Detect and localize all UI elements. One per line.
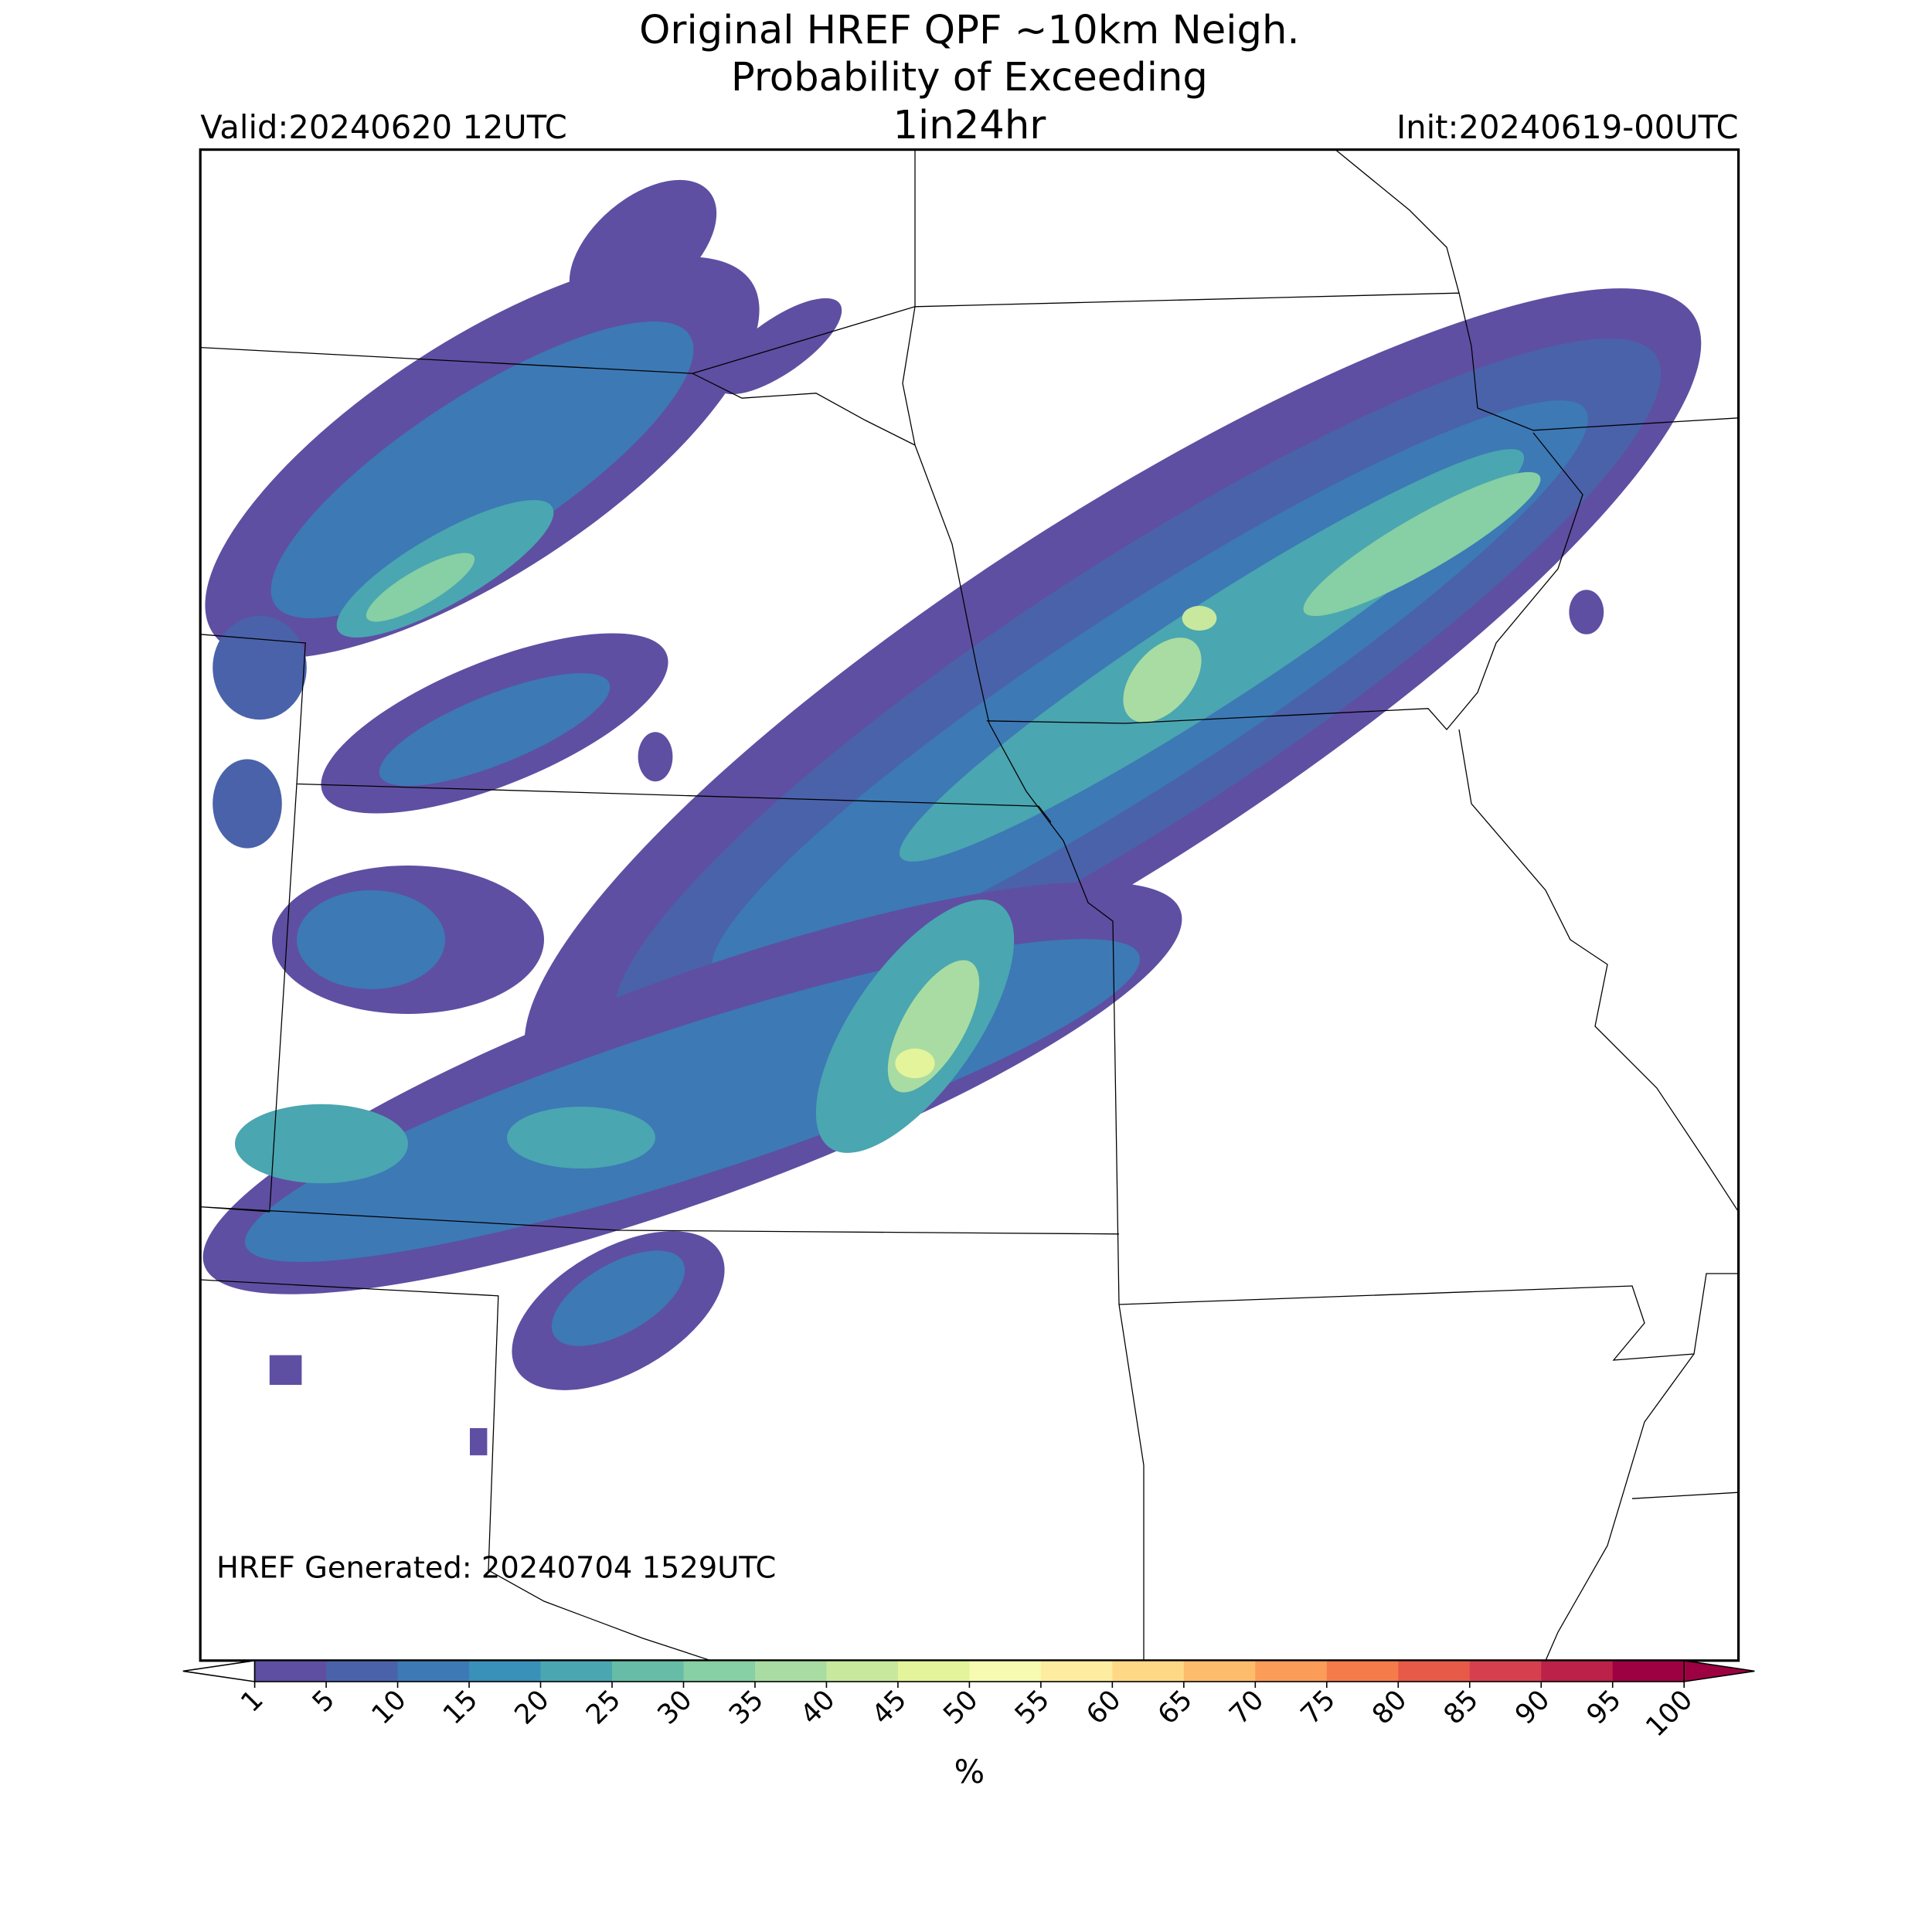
precip-area bbox=[1569, 590, 1604, 634]
colorbar-segment bbox=[612, 1660, 685, 1682]
colorbar-tick-label: 20 bbox=[509, 1684, 556, 1731]
title-line: 1in24hr bbox=[893, 102, 1046, 148]
precip-area bbox=[213, 759, 282, 849]
colorbar-tick-label: 30 bbox=[651, 1684, 699, 1731]
colorbar-tick-label: 60 bbox=[1080, 1684, 1128, 1731]
precip-area bbox=[297, 890, 445, 989]
precip-area bbox=[895, 1048, 935, 1079]
precip-area bbox=[1182, 606, 1217, 631]
colorbar-tick-label: 50 bbox=[937, 1684, 985, 1731]
colorbar-segment bbox=[1326, 1660, 1400, 1682]
precip-field bbox=[200, 149, 1739, 1661]
colorbar-segment bbox=[754, 1660, 828, 1682]
colorbar-segment bbox=[1183, 1660, 1257, 1682]
colorbar-segment bbox=[1112, 1660, 1185, 1682]
title-line: Probability of Exceeding bbox=[731, 54, 1208, 100]
precip-area bbox=[366, 553, 475, 622]
precip-area bbox=[1303, 471, 1541, 617]
precip-area bbox=[569, 179, 717, 315]
colorbar-segment bbox=[897, 1660, 971, 1682]
colorbar-segment bbox=[1469, 1660, 1543, 1682]
colorbar-extend-high bbox=[1683, 1659, 1755, 1682]
precip-area bbox=[470, 1428, 488, 1456]
colorbar-tick-label: 35 bbox=[723, 1684, 770, 1731]
colorbar-tick-label: 5 bbox=[306, 1684, 341, 1719]
colorbar-tick-label: 75 bbox=[1294, 1684, 1342, 1731]
precip-area bbox=[213, 615, 307, 720]
colorbar-segment bbox=[326, 1660, 399, 1682]
colorbar-tick-label: 70 bbox=[1223, 1684, 1270, 1731]
colorbar-segment bbox=[683, 1660, 756, 1682]
valid-time: Valid:20240620 12UTC bbox=[200, 108, 567, 146]
precip-area bbox=[235, 1104, 408, 1184]
generated-note: HREF Generated: 20240704 1529UTC bbox=[216, 1551, 776, 1586]
precip-area bbox=[638, 732, 673, 782]
colorbar-label: % bbox=[954, 1753, 985, 1791]
precip-area bbox=[507, 1107, 655, 1168]
colorbar-segment bbox=[254, 1660, 327, 1682]
colorbar-segment bbox=[469, 1660, 542, 1682]
precip-area bbox=[269, 1355, 302, 1385]
colorbar-segment bbox=[1040, 1660, 1114, 1682]
precip-area bbox=[551, 1250, 685, 1346]
colorbar-segment bbox=[826, 1660, 899, 1682]
colorbar-tick-label: 90 bbox=[1509, 1684, 1556, 1731]
precip-area bbox=[270, 321, 694, 618]
precip-area bbox=[379, 673, 611, 786]
colorbar-segment bbox=[1541, 1660, 1614, 1682]
colorbar-tick-label: 25 bbox=[580, 1684, 628, 1731]
title-line: Original HREF QPF ~10km Neigh. bbox=[639, 7, 1300, 53]
colorbar-tick-label: 100 bbox=[1640, 1684, 1699, 1743]
colorbar-segment bbox=[969, 1660, 1042, 1682]
colorbar-segment bbox=[397, 1660, 470, 1682]
precip-area bbox=[716, 298, 842, 395]
colorbar-tick-label: 45 bbox=[866, 1684, 913, 1731]
colorbar: 1 5 10 15 20 25 30 35 40 45 50 55 60 65 70 75 80 85 90 95 10… bbox=[182, 1659, 1755, 1743]
colorbar-segment bbox=[540, 1660, 613, 1682]
colorbar-tick-label: 55 bbox=[1009, 1684, 1056, 1731]
colorbar-tick-label: 65 bbox=[1151, 1684, 1199, 1731]
colorbar-tick-label: 80 bbox=[1366, 1684, 1413, 1731]
precip-area bbox=[1123, 638, 1202, 723]
colorbar-tick-label: 85 bbox=[1437, 1684, 1485, 1731]
colorbar-extend-low bbox=[182, 1659, 256, 1682]
init-time: Init:20240619-00UTC bbox=[1396, 108, 1739, 146]
colorbar-tick-label: 15 bbox=[437, 1684, 485, 1731]
colorbar-tick-label: 1 bbox=[235, 1684, 270, 1719]
colorbar-tick-label: 40 bbox=[794, 1684, 842, 1731]
colorbar-segment bbox=[1398, 1660, 1471, 1682]
colorbar-segment bbox=[1612, 1660, 1685, 1682]
colorbar-tick-label: 95 bbox=[1580, 1684, 1628, 1731]
colorbar-segment bbox=[1255, 1660, 1328, 1682]
colorbar-tick-label: 10 bbox=[366, 1684, 413, 1731]
